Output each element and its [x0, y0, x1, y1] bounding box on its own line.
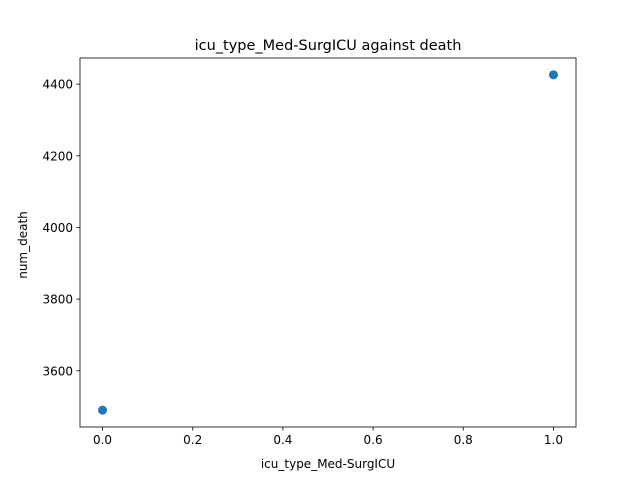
x-tick-label: 1.0 — [544, 433, 563, 447]
data-point — [98, 405, 108, 415]
y-axis: 3600 3800 4000 4200 4400 — [42, 78, 80, 378]
x-tick-label: 0.0 — [93, 433, 112, 447]
plot-frame — [79, 57, 577, 428]
x-axis-label: icu_type_Med-SurgICU — [261, 457, 395, 471]
y-tick-label: 4200 — [42, 149, 73, 163]
y-tick-label: 4400 — [42, 78, 73, 92]
x-tick-label: 0.6 — [364, 433, 383, 447]
x-axis: 0.0 0.2 0.4 0.6 0.8 1.0 — [93, 427, 563, 447]
x-tick-label: 0.2 — [183, 433, 202, 447]
plot-area — [79, 57, 577, 428]
chart-title: icu_type_Med-SurgICU against death — [195, 38, 462, 54]
y-tick-label: 4000 — [42, 221, 73, 235]
y-axis-label: num_death — [16, 211, 30, 279]
y-tick-label: 3600 — [42, 364, 73, 378]
y-tick-label: 3800 — [42, 293, 73, 307]
data-points — [98, 70, 558, 415]
data-point — [548, 70, 558, 80]
x-tick-label: 0.8 — [454, 433, 473, 447]
x-tick-label: 0.4 — [273, 433, 292, 447]
